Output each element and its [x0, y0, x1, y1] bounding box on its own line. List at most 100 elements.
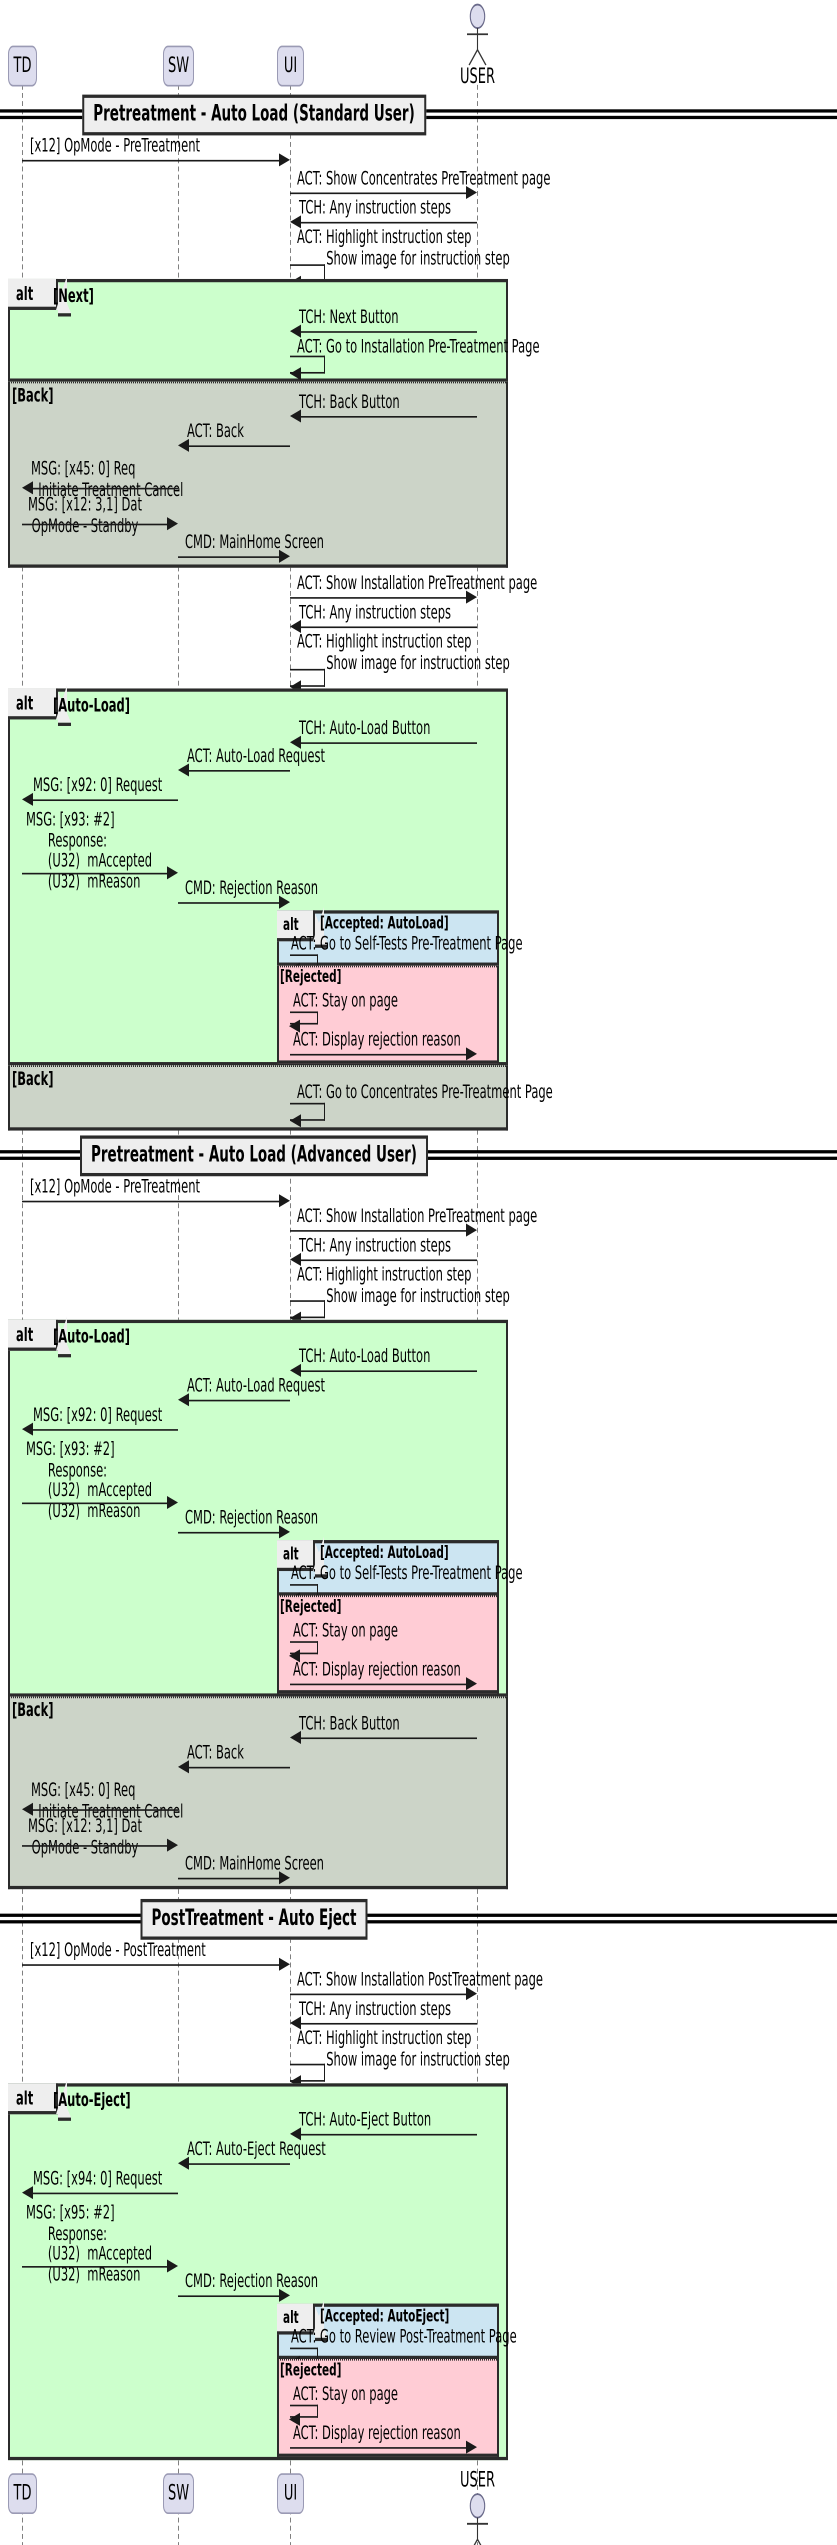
alt-keyword-skew	[315, 2306, 328, 2342]
lifeline-td	[22, 84, 23, 2545]
alt-else-label: [Back]	[12, 1066, 54, 1090]
message-arrow	[22, 872, 167, 875]
message-label: [x12] OpMode - PreTreatment	[30, 133, 201, 157]
arrowhead-icon	[290, 1730, 301, 1744]
arrowhead-icon	[466, 2439, 477, 2453]
alt-keyword-skew	[315, 913, 328, 948]
message-label: CMD: Rejection Reason	[185, 876, 319, 899]
arrowhead-icon	[289, 1648, 300, 1662]
message-arrow	[33, 487, 178, 490]
participant-sw[interactable]: SW	[163, 45, 194, 87]
message-arrow	[290, 1053, 467, 1056]
arrowhead-icon	[289, 2412, 300, 2426]
alt-else-rejected-2	[277, 1595, 499, 1694]
message-label: MSG: [x92: 0] Request	[33, 773, 163, 797]
arrowhead-icon	[290, 2126, 301, 2140]
message-arrow	[301, 1259, 477, 1262]
alt-else-label: [Rejected]	[280, 1597, 342, 1617]
arrowhead-icon	[290, 2074, 301, 2088]
arrowhead-icon	[466, 1046, 477, 1060]
message-label: CMD: MainHome Screen	[185, 530, 324, 554]
message-label: MSG: [x93: #2] Response: (U32) mAccepted…	[26, 807, 153, 892]
message-arrow	[178, 1877, 279, 1880]
alt-separator	[277, 965, 499, 968]
message-arrow	[33, 799, 178, 802]
lifeline-user	[477, 84, 478, 2545]
message-label: TCH: Back Button	[299, 1711, 400, 1735]
arrowhead-icon	[466, 589, 477, 603]
arrowhead-icon	[290, 366, 301, 380]
alt-condition-label: [Auto-Load]	[53, 693, 130, 717]
message-label: MSG: [x92: 0] Request	[33, 1403, 163, 1426]
message-label: ACT: Highlight instruction step Show ima…	[297, 2026, 510, 2070]
arrowhead-icon	[279, 894, 290, 908]
divider-pretreatment-standard: Pretreatment - Auto Load (Standard User)	[0, 94, 837, 136]
actor-stick-figure-icon	[467, 2493, 488, 2545]
message-arrow	[290, 2447, 467, 2449]
message-arrow	[22, 1845, 167, 1847]
message-arrow	[22, 1502, 167, 1505]
message-label: MSG: [x12: 3,1] Dat OpMode - Standby	[28, 492, 142, 536]
message-label: MSG: [x12: 3,1] Dat OpMode - Standby	[28, 1814, 142, 1858]
message-arrow	[33, 1429, 178, 1431]
divider-line	[0, 1913, 837, 1924]
arrowhead-icon	[22, 1421, 33, 1435]
arrowhead-icon	[290, 408, 301, 422]
arrowhead-icon	[290, 323, 301, 337]
participant-sw-footer[interactable]: SW	[163, 2473, 194, 2515]
arrowhead-icon	[279, 548, 290, 563]
message-arrow	[33, 2192, 178, 2195]
message-arrow	[301, 221, 477, 224]
arrowhead-icon	[178, 1392, 189, 1406]
participant-ui-footer[interactable]: UI	[277, 2473, 304, 2515]
message-arrow	[290, 597, 467, 599]
message-arrow	[290, 192, 467, 195]
participant-td-footer[interactable]: TD	[8, 2473, 37, 2515]
message-label: ACT: Highlight instruction step Show ima…	[297, 1262, 510, 1306]
arrowhead-icon	[290, 1252, 301, 1266]
arrowhead-icon	[290, 214, 301, 228]
arrowhead-icon	[178, 1759, 189, 1773]
self-message-loop	[290, 2404, 318, 2418]
arrowhead-icon	[167, 516, 178, 530]
message-label: TCH: Any instruction steps	[299, 1996, 452, 2020]
message-label: ACT: Highlight instruction step Show ima…	[297, 225, 510, 269]
message-arrow	[301, 2133, 477, 2136]
arrowhead-icon	[466, 1222, 477, 1236]
arrowhead-icon	[22, 480, 33, 494]
alt-keyword: alt	[277, 907, 324, 942]
arrowhead-icon	[279, 1524, 290, 1538]
divider-label: Pretreatment - Auto Load (Standard User)	[82, 94, 426, 136]
participant-ui[interactable]: UI	[277, 45, 304, 87]
arrowhead-icon	[290, 1310, 301, 1324]
alt-keyword: alt	[8, 2080, 67, 2115]
message-label: CMD: Rejection Reason	[185, 2269, 319, 2293]
message-label: ACT: Go to Self-Tests Pre-Treatment Page	[291, 1561, 523, 1585]
message-arrow	[301, 742, 477, 744]
alt-keyword-skew	[58, 1323, 71, 1358]
alt-else-back-2	[8, 1065, 508, 1131]
message-label: ACT: Stay on page	[293, 988, 399, 1012]
alt-keyword: alt	[8, 685, 67, 720]
message-label: TCH: Any instruction steps	[299, 195, 452, 219]
participant-user-label: USER	[459, 65, 495, 90]
participant-user[interactable]: USER	[449, 3, 506, 90]
alt-else-label: [Back]	[12, 383, 54, 407]
message-label: CMD: MainHome Screen	[185, 1851, 324, 1875]
arrowhead-icon	[290, 1113, 301, 1127]
message-label: ACT: Highlight instruction step Show ima…	[297, 629, 510, 673]
participant-user-footer[interactable]: USER	[449, 2468, 506, 2545]
alt-keyword-skew	[315, 1543, 328, 1578]
message-label: MSG: [x94: 0] Request	[33, 2166, 163, 2190]
message-arrow	[189, 1766, 290, 1769]
message-label: ACT: Auto-Load Request	[187, 743, 326, 767]
alt-condition-label: [Accepted: AutoEject]	[320, 2306, 450, 2327]
message-label: ACT: Auto-Eject Request	[187, 2137, 326, 2160]
message-label: ACT: Back	[187, 419, 244, 443]
alt-else-rejected	[277, 965, 499, 1064]
message-label: MSG: [x93: #2] Response: (U32) mAccepted…	[26, 1437, 153, 1522]
divider-posttreatment-auto-eject: PostTreatment - Auto Eject	[0, 1898, 837, 1940]
arrowhead-icon	[178, 762, 189, 776]
participant-td[interactable]: TD	[8, 45, 37, 87]
divider-label: PostTreatment - Auto Eject	[140, 1898, 368, 1940]
